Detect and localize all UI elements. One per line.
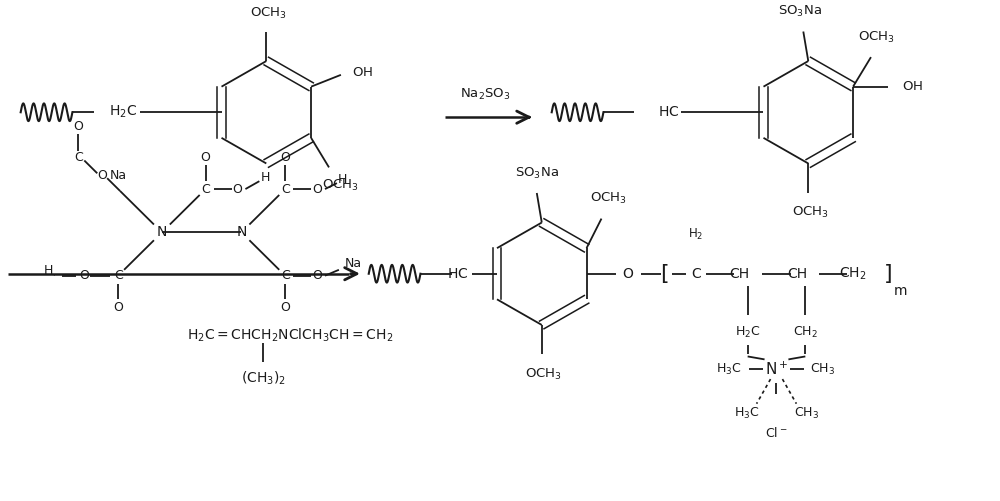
- Text: O: O: [280, 151, 290, 164]
- Text: $\mathregular{H_3C}$: $\mathregular{H_3C}$: [734, 406, 759, 421]
- Text: O: O: [79, 269, 89, 282]
- Text: C: C: [74, 151, 83, 164]
- Text: $\mathregular{OCH_3}$: $\mathregular{OCH_3}$: [792, 205, 829, 220]
- Text: $\mathregular{OCH_3}$: $\mathregular{OCH_3}$: [250, 6, 287, 22]
- Text: H: H: [261, 171, 270, 184]
- Text: $\mathregular{CH_3}$: $\mathregular{CH_3}$: [794, 406, 819, 421]
- Text: CH: CH: [787, 267, 807, 281]
- Text: H$_\mathregular{.}$: H$_\mathregular{.}$: [43, 264, 56, 280]
- Text: $\mathregular{Cl^-}$: $\mathregular{Cl^-}$: [765, 426, 788, 440]
- Text: $\mathregular{CH_2}$: $\mathregular{CH_2}$: [839, 266, 867, 282]
- Text: $\mathregular{OCH_3}$: $\mathregular{OCH_3}$: [858, 30, 895, 45]
- Text: $\mathregular{O}$: $\mathregular{O}$: [622, 267, 634, 281]
- Text: O: O: [73, 120, 83, 133]
- Text: $\mathregular{N^+}$: $\mathregular{N^+}$: [765, 361, 788, 378]
- Text: Na: Na: [344, 258, 361, 271]
- Text: ]: ]: [884, 264, 892, 284]
- Text: CH: CH: [730, 267, 750, 281]
- Text: $\mathregular{CH_2}$: $\mathregular{CH_2}$: [793, 325, 818, 340]
- Text: O: O: [113, 301, 123, 314]
- Text: C: C: [691, 267, 701, 281]
- Text: [: [: [660, 264, 668, 284]
- Text: $\mathregular{H_2C{=}CHCH_2NClCH_3CH{=}CH_2}$: $\mathregular{H_2C{=}CHCH_2NClCH_3CH{=}C…: [187, 327, 393, 345]
- Text: O: O: [280, 301, 290, 314]
- Text: C: C: [281, 269, 290, 282]
- Text: $\mathregular{OCH_3}$: $\mathregular{OCH_3}$: [322, 177, 359, 193]
- Text: $\mathregular{H_2}$: $\mathregular{H_2}$: [688, 227, 704, 242]
- Text: C: C: [114, 269, 123, 282]
- Text: $\mathregular{(CH_3)_2}$: $\mathregular{(CH_3)_2}$: [241, 369, 286, 387]
- Text: Na: Na: [110, 169, 127, 182]
- Text: $\mathregular{OH}$: $\mathregular{OH}$: [902, 80, 923, 93]
- Text: N: N: [236, 225, 247, 239]
- Text: N: N: [157, 225, 167, 239]
- Text: C: C: [281, 182, 290, 195]
- Text: $\mathregular{H_3C}$: $\mathregular{H_3C}$: [716, 362, 742, 377]
- Text: $\mathregular{OCH_3}$: $\mathregular{OCH_3}$: [590, 191, 627, 206]
- Text: O: O: [201, 151, 211, 164]
- Text: $\mathregular{HC}$: $\mathregular{HC}$: [447, 267, 468, 281]
- Text: O: O: [233, 182, 242, 195]
- Text: $\mathregular{H_2C}$: $\mathregular{H_2C}$: [735, 325, 760, 340]
- Text: $\mathregular{H_2C}$: $\mathregular{H_2C}$: [109, 104, 137, 120]
- Text: m: m: [894, 285, 908, 299]
- Text: $\mathregular{OH}$: $\mathregular{OH}$: [352, 66, 373, 79]
- Text: $\mathregular{SO_3Na}$: $\mathregular{SO_3Na}$: [778, 5, 822, 20]
- Text: O: O: [312, 269, 322, 282]
- Text: $\mathregular{Na_2SO_3}$: $\mathregular{Na_2SO_3}$: [460, 87, 510, 102]
- Text: O: O: [97, 169, 107, 182]
- Text: $\mathregular{OCH_3}$: $\mathregular{OCH_3}$: [525, 367, 562, 382]
- Text: $\mathregular{HC}$: $\mathregular{HC}$: [658, 105, 679, 119]
- Text: $\mathregular{SO_3Na}$: $\mathregular{SO_3Na}$: [515, 166, 559, 181]
- Text: H: H: [338, 173, 348, 186]
- Text: C: C: [201, 182, 210, 195]
- Text: O: O: [312, 182, 322, 195]
- Text: $\mathregular{CH_3}$: $\mathregular{CH_3}$: [810, 362, 835, 377]
